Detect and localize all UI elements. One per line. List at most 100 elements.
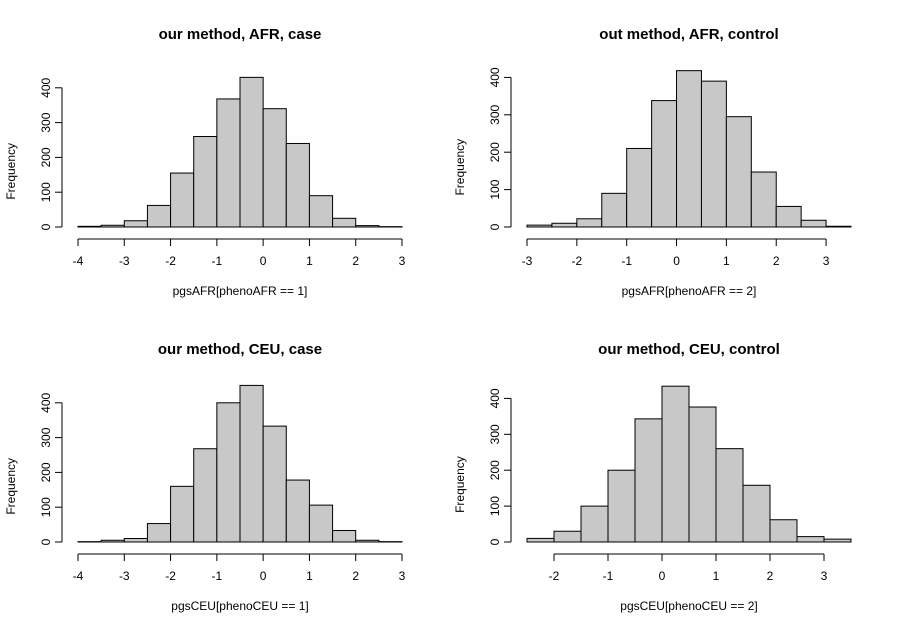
x-tick-label: -4 [73,569,84,583]
x-tick-label: -3 [522,254,533,268]
histogram-bar [661,385,690,543]
y-tick-label: 400 [39,77,53,97]
y-tick-label: 400 [39,392,53,412]
x-tick-label: 0 [260,569,267,583]
y-tick-label: 200 [39,147,53,167]
histogram-bar [100,539,125,543]
histogram-bar [676,70,702,228]
histogram-bar [332,217,357,228]
histogram-bar [262,425,287,543]
histogram-bar [823,538,852,543]
histogram-bar [750,171,777,228]
histogram-bar [580,505,609,543]
x-tick-label: 0 [673,254,680,268]
histogram-bar [146,523,172,543]
histogram-bar [123,220,148,228]
histogram-bar [715,448,744,543]
histogram-bar [526,224,553,228]
x-tick-label: 0 [260,254,267,268]
x-tick-label: -3 [119,254,130,268]
x-tick-label: -2 [165,569,176,583]
histogram-bar [775,205,802,228]
histogram-bar [170,485,195,543]
histogram-bar [626,147,653,228]
x-tick-label: 3 [399,254,406,268]
y-tick-label: 300 [39,427,53,447]
y-tick-label: 100 [488,496,502,516]
x-tick-label: -3 [119,569,130,583]
histogram-bar [551,222,578,228]
histogram-bar [308,504,334,543]
histogram-panel-afr-case: our method, AFR, case -4 -3 -2 -1 0 1 2 3 0 100 200… [4,26,406,298]
chart-title: our method, AFR, case [159,26,322,43]
histogram-bar [239,76,264,228]
x-tick-label: -2 [549,569,560,583]
x-tick-label: -1 [212,569,223,583]
y-tick-label: 300 [488,424,502,444]
y-tick-label: 400 [488,388,502,408]
y-tick-label: 400 [488,67,502,87]
x-tick-label: 2 [767,569,774,583]
x-axis-label: pgsCEU[phenoCEU == 2] [620,599,757,613]
histogram-bar [308,195,334,228]
x-tick-label: -2 [165,254,176,268]
x-axis-label: pgsCEU[phenoCEU == 1] [171,599,308,613]
x-tick-label: -2 [572,254,583,268]
histogram-bar [796,536,825,543]
histogram-bar [800,219,827,228]
histogram-bar [262,108,287,228]
chart-title: our method, CEU, control [598,341,780,358]
histogram-bar [700,80,727,228]
x-tick-label: 3 [823,254,830,268]
x-tick-label: -1 [603,569,614,583]
y-tick-label: 0 [488,538,502,545]
histogram-bar [576,218,603,228]
histogram-bar [285,479,310,543]
x-tick-label: 1 [306,254,313,268]
y-tick-label: 0 [488,223,502,230]
y-axis-label: Frequency [453,456,467,513]
histogram-bar [193,448,218,543]
histogram-bar [355,539,380,543]
x-tick-label: 1 [306,569,313,583]
histogram-bar [725,116,752,228]
histogram-bar [651,100,678,228]
histogram-bar [553,530,582,543]
histogram-bar [332,530,357,543]
x-tick-label: 1 [723,254,730,268]
histogram-panel-ceu-case: our method, CEU, case -4 -3 -2 -1 0 1 2 3 0 100 200… [4,341,406,613]
x-tick-label: 3 [399,569,406,583]
histogram-bar [170,172,195,228]
histogram-bar [146,204,172,228]
histogram-bar [216,98,241,228]
histogram-bar [769,519,798,543]
chart-title: our method, CEU, case [158,341,322,358]
y-tick-label: 200 [39,462,53,482]
histogram-bar [742,484,771,543]
y-tick-label: 300 [39,112,53,132]
x-tick-label: -1 [212,254,223,268]
histogram-bar [216,402,241,543]
x-tick-label: 0 [659,569,666,583]
y-tick-label: 100 [39,497,53,517]
x-tick-label: 2 [773,254,780,268]
y-tick-label: 0 [39,223,53,230]
y-tick-label: 100 [488,179,502,199]
y-axis-label: Frequency [4,458,18,515]
histogram-bar [607,469,636,543]
chart-title: out method, AFR, control [599,26,778,43]
y-tick-label: 200 [488,142,502,162]
x-tick-label: 2 [352,254,359,268]
histogram-bar [355,225,380,228]
x-tick-label: -4 [73,254,84,268]
y-axis-label: Frequency [4,143,18,200]
histogram-bar [688,406,717,543]
histogram-panel-afr-control: out method, AFR, control -3 -2 -1 0 1 2 3 0 100 20… [453,26,852,298]
y-tick-label: 300 [488,104,502,124]
x-axis-label: pgsAFR[phenoAFR == 2] [622,284,757,298]
histogram-bar [825,225,852,228]
histogram-bar [634,418,663,543]
y-tick-label: 100 [39,182,53,202]
x-tick-label: -1 [621,254,632,268]
